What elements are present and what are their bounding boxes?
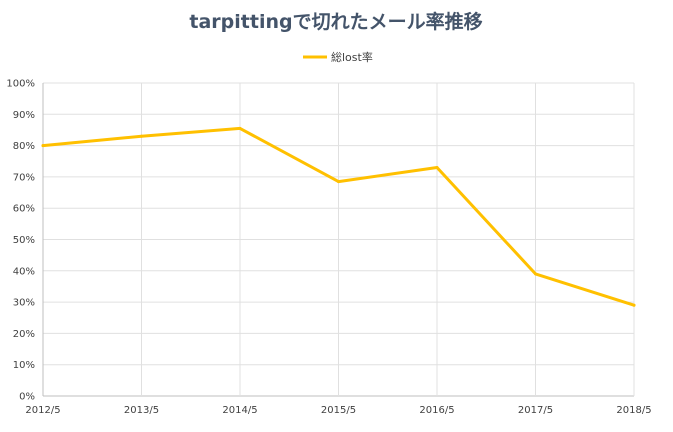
y-tick-label: 60%	[13, 204, 35, 215]
data-point	[140, 134, 143, 138]
series-lines	[41, 126, 636, 307]
x-tick-label: 2017/5	[518, 405, 553, 416]
x-tick-label: 2012/5	[25, 405, 60, 416]
y-tick-label: 40%	[13, 266, 35, 277]
chart-title: tarpittingで切れたメール率推移	[189, 10, 482, 33]
y-tick-label: 90%	[13, 110, 35, 121]
y-tick-label: 100%	[6, 79, 35, 90]
legend: 総lost率	[303, 50, 373, 64]
gridlines	[42, 82, 635, 397]
x-tick-label: 2014/5	[222, 405, 257, 416]
data-point	[337, 180, 340, 184]
y-tick-label: 30%	[13, 298, 35, 309]
y-tick-label: 70%	[13, 172, 35, 183]
data-point	[435, 166, 439, 170]
x-tick-label: 2018/5	[616, 405, 651, 416]
data-point	[534, 272, 537, 276]
legend-label: 総lost率	[331, 50, 373, 64]
y-tick-label: 80%	[13, 141, 35, 152]
data-point	[41, 144, 45, 148]
y-tick-label: 50%	[13, 235, 35, 246]
data-point	[632, 303, 636, 307]
x-tick-label: 2013/5	[124, 405, 159, 416]
x-tick-label: 2015/5	[321, 405, 356, 416]
data-point	[238, 126, 242, 130]
y-tick-label: 0%	[19, 392, 35, 403]
y-tick-label: 10%	[13, 360, 35, 371]
y-axis-ticks: 0% 10% 20% 30% 40% 50% 60% 70% 80% 90% 100%	[6, 79, 35, 403]
y-tick-label: 20%	[13, 329, 35, 340]
x-axis-ticks: 2012/5 2013/5 2014/5 2015/5 2016/5 2017/5 2018…	[25, 405, 651, 416]
x-tick-label: 2016/5	[419, 405, 454, 416]
